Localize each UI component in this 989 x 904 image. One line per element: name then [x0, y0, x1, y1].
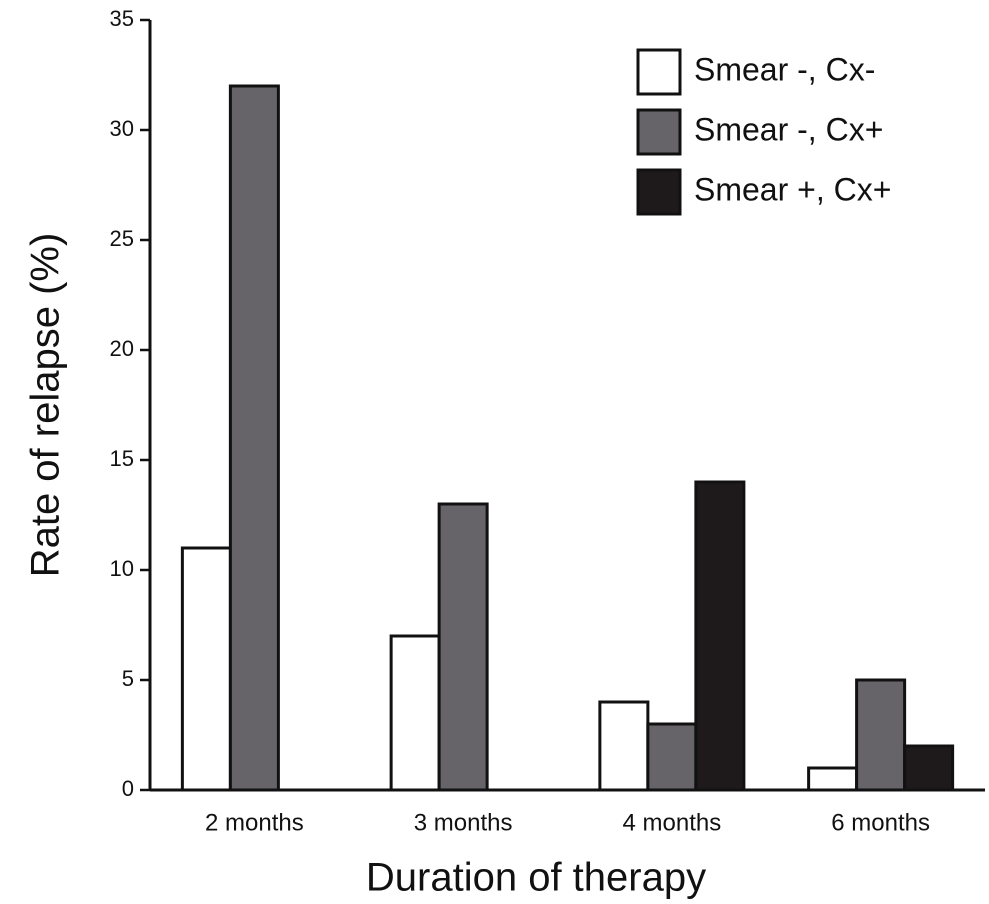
x-tick-label: 2 months	[205, 809, 304, 836]
bar	[694, 480, 746, 792]
bar	[646, 722, 698, 792]
bar	[389, 634, 441, 792]
bar	[437, 502, 489, 792]
bar	[228, 84, 280, 792]
y-tick-label: 15	[110, 446, 134, 471]
y-tick-label: 35	[110, 6, 134, 31]
legend-label: Smear +, Cx+	[694, 171, 891, 207]
x-tick-label: 3 months	[414, 809, 513, 836]
y-tick-label: 25	[110, 226, 134, 251]
legend-label: Smear -, Cx-	[694, 51, 875, 87]
legend-swatch	[636, 108, 682, 156]
y-tick-label: 10	[110, 556, 134, 581]
x-tick-label: 6 months	[831, 809, 930, 836]
bar	[180, 546, 232, 792]
legend-label: Smear -, Cx+	[694, 111, 883, 147]
y-tick-label: 5	[122, 666, 134, 691]
bar	[598, 700, 650, 792]
legend-swatch	[636, 48, 682, 96]
x-tick-label: 4 months	[623, 809, 722, 836]
legend-swatch	[636, 168, 682, 216]
bar	[855, 678, 907, 792]
x-axis-title: Duration of therapy	[366, 856, 706, 900]
bar	[903, 744, 955, 792]
y-tick-label: 20	[110, 336, 134, 361]
y-tick-label: 30	[110, 116, 134, 141]
y-axis-title: Rate of relapse (%)	[24, 233, 68, 578]
y-tick-label: 0	[122, 776, 134, 801]
bar	[807, 766, 859, 792]
